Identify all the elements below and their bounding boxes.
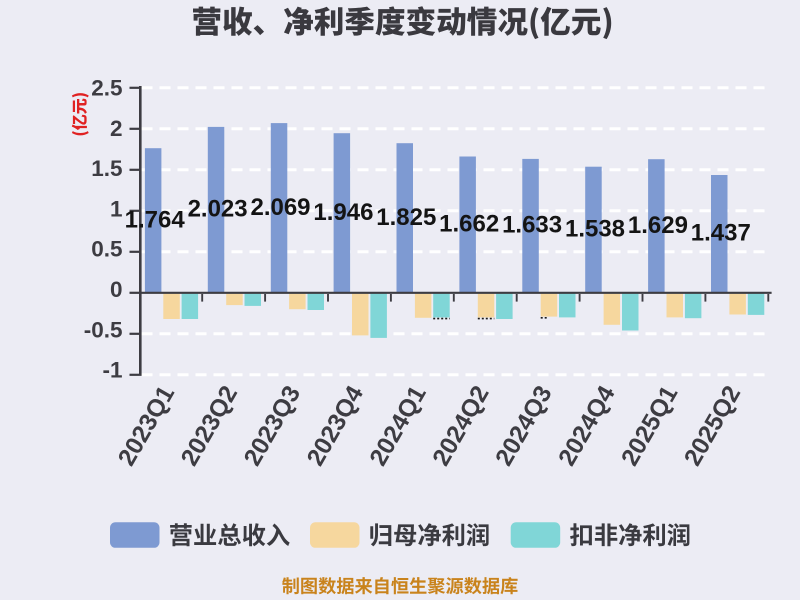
svg-text:0: 0 bbox=[110, 277, 123, 302]
svg-text:-1: -1 bbox=[102, 358, 122, 383]
svg-text:1.437: 1.437 bbox=[691, 220, 751, 247]
svg-text:1.764: 1.764 bbox=[125, 206, 186, 233]
svg-text:-0.5: -0.5 bbox=[84, 317, 123, 342]
svg-text:0.5: 0.5 bbox=[91, 237, 122, 262]
svg-text:2.023: 2.023 bbox=[188, 196, 248, 223]
svg-text:1.5: 1.5 bbox=[91, 156, 122, 181]
svg-text:2: 2 bbox=[110, 116, 123, 141]
svg-text:1.629: 1.629 bbox=[628, 212, 688, 239]
svg-text:1.538: 1.538 bbox=[565, 216, 625, 243]
svg-text:2.069: 2.069 bbox=[250, 194, 310, 221]
svg-text:1: 1 bbox=[110, 196, 123, 221]
svg-text:1.662: 1.662 bbox=[439, 211, 499, 238]
svg-text:2.5: 2.5 bbox=[91, 76, 122, 101]
svg-text:1.946: 1.946 bbox=[313, 199, 373, 226]
svg-text:1.633: 1.633 bbox=[502, 212, 562, 239]
svg-text:1.825: 1.825 bbox=[376, 204, 436, 231]
